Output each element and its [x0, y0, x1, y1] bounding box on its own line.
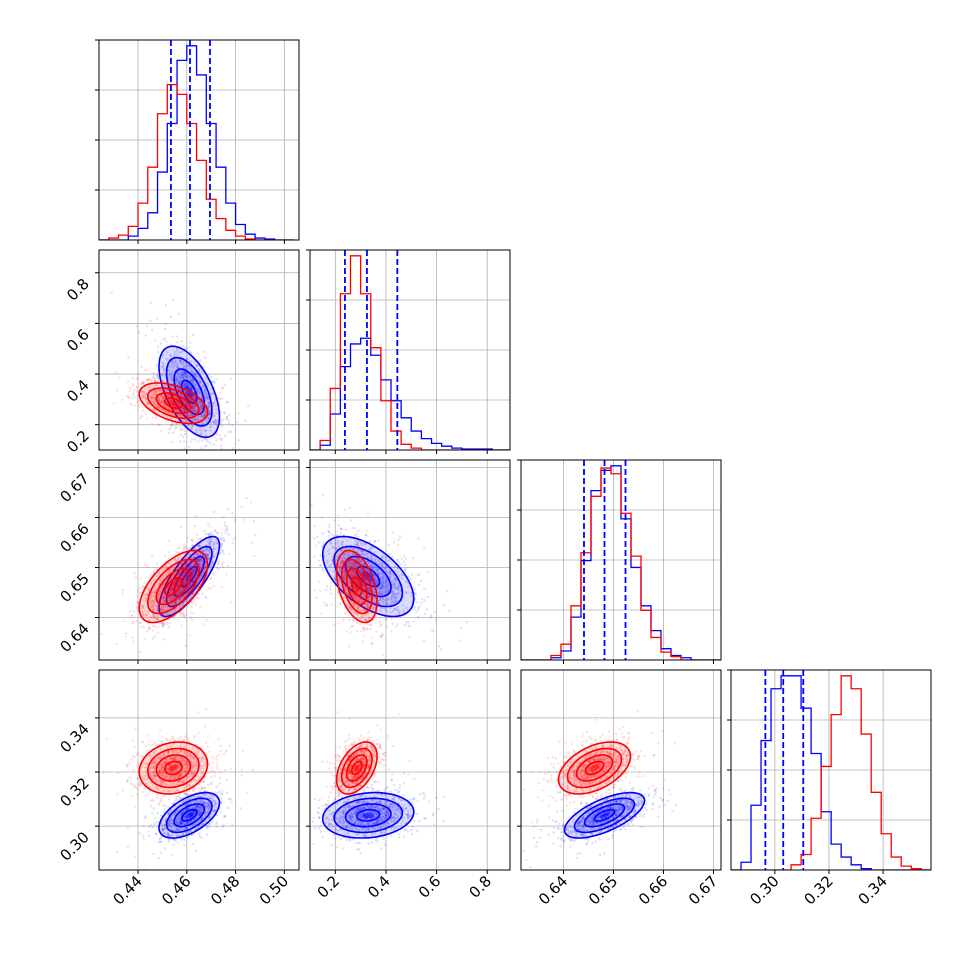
tick-label: 0.8 [465, 872, 495, 902]
tick-label: 0.4 [364, 872, 394, 902]
histogram-panel-1 [95, 39, 300, 244]
tick-label: 0.46 [158, 872, 194, 908]
red-contours [138, 741, 209, 795]
histogram-panel-4 [727, 669, 932, 874]
tick-label: 0.67 [56, 470, 92, 506]
tick-label: 0.32 [800, 872, 836, 908]
tick-label: 0.6 [415, 872, 445, 902]
tick-label: 0.2 [63, 427, 93, 457]
grid [310, 670, 510, 870]
tick-label: 0.4 [63, 376, 93, 406]
red-contours [138, 382, 209, 425]
tick-label: 0.64 [56, 620, 92, 656]
scatter-panel-2-0 [95, 459, 300, 664]
tick-label: 0.44 [110, 872, 146, 908]
red-contours [138, 549, 209, 624]
red-contours [335, 741, 378, 795]
scatter-panel-2-1 [306, 459, 511, 664]
tick-label: 0.66 [56, 520, 92, 556]
histogram-red [99, 84, 295, 240]
blue-contours [321, 791, 415, 839]
histogram-blue [99, 45, 295, 240]
tick-label: 0.50 [256, 872, 292, 908]
tick-label: 0.66 [635, 872, 671, 908]
histogram-red [521, 467, 721, 660]
tick-label: 0.30 [56, 828, 92, 864]
scatter-panel-3-0 [95, 669, 300, 874]
grid [99, 670, 299, 870]
blue-contours [158, 535, 221, 618]
tick-label: 0.48 [207, 872, 243, 908]
histogram-red [310, 255, 510, 450]
red-contours [557, 741, 632, 795]
tick-label: 0.2 [314, 872, 344, 902]
tick-label: 0.34 [855, 872, 891, 908]
tick-label: 0.67 [685, 872, 721, 908]
tick-label: 0.65 [56, 570, 92, 606]
tick-label: 0.8 [63, 275, 93, 305]
blue-contours [158, 791, 221, 839]
histogram-panel-3 [517, 459, 722, 664]
tick-label: 0.64 [535, 872, 571, 908]
scatter-panel-3-2 [517, 669, 722, 874]
tick-label: 0.30 [746, 872, 782, 908]
histogram-red [731, 675, 931, 870]
tick-label: 0.34 [56, 720, 92, 756]
histogram-panel-2 [306, 249, 511, 454]
scatter-panel-3-1 [306, 669, 511, 874]
grid [521, 670, 721, 870]
tick-label: 0.32 [56, 774, 92, 810]
scatter-panel-1-0 [95, 249, 300, 454]
tick-label: 0.6 [63, 326, 93, 356]
red-points [99, 501, 253, 646]
tick-label: 0.65 [585, 872, 621, 908]
blue-contours [563, 791, 646, 839]
red-contours [335, 549, 378, 624]
